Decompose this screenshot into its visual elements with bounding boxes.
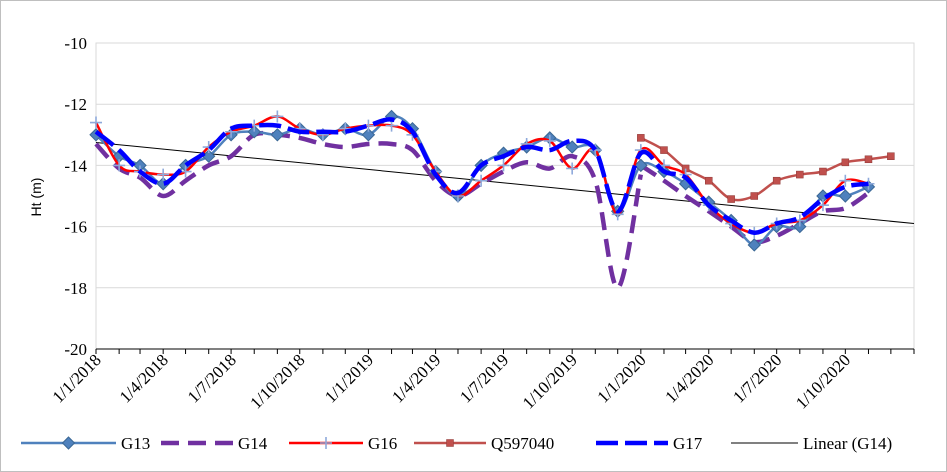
x-tick-label: 1/4/2020 <box>661 350 717 406</box>
x-tick-label: 1/7/2020 <box>729 350 785 406</box>
y-axis-title: Ht (m) <box>28 178 44 217</box>
legend-item-g14: G14 <box>161 434 268 453</box>
q597040-point <box>841 158 850 167</box>
q597040-point <box>660 146 668 154</box>
q597040-point <box>772 176 781 185</box>
legend-label-linear-g14: Linear (G14) <box>803 434 892 453</box>
x-tick-label: 1/10/2018 <box>246 350 308 412</box>
x-tick-label: 1/10/2020 <box>792 350 854 412</box>
q597040-point <box>796 170 804 179</box>
series-g17 <box>94 117 869 235</box>
series-line-g16 <box>94 115 869 234</box>
y-tick-label: -10 <box>64 34 87 53</box>
x-tick-label: 1/1/2019 <box>321 350 377 406</box>
g13-point <box>247 125 261 139</box>
grid-lines <box>96 42 914 350</box>
legend-label-g17: G17 <box>673 434 703 453</box>
series-layer <box>89 109 915 291</box>
q597040-point <box>750 192 759 200</box>
legend: G13 G14 G16 Q597040 G17 Linear (G14) <box>21 434 892 453</box>
g13-point <box>634 158 648 173</box>
g16-point <box>90 116 102 129</box>
x-tick-label: 1/4/2018 <box>116 350 172 406</box>
g16-point <box>271 110 284 123</box>
series-q597040 <box>637 134 895 203</box>
legend-item-g16: G16 <box>289 434 397 453</box>
x-tick-label: 1/1/2020 <box>593 350 649 406</box>
q597040-point <box>819 167 827 176</box>
x-tick-label: 1/7/2019 <box>456 350 512 406</box>
x-tick-label: 1/4/2019 <box>388 350 444 406</box>
plot-area <box>95 42 915 350</box>
x-tick-label: 1/7/2018 <box>184 350 240 406</box>
q597040-point <box>864 155 873 164</box>
g16-point <box>566 162 579 175</box>
q597040-point <box>637 134 645 142</box>
g16-point <box>839 174 852 187</box>
legend-label-g13: G13 <box>121 434 150 453</box>
legend-item-q597040: Q597040 <box>414 434 554 453</box>
legend-g16-point <box>320 437 332 449</box>
series-line-g14 <box>94 130 644 291</box>
series-line-g17 <box>94 117 869 235</box>
g13-point <box>270 128 285 142</box>
q597040-point <box>727 195 735 203</box>
g13-point <box>361 128 376 142</box>
g16-point <box>475 174 488 187</box>
g13-point <box>747 238 761 252</box>
g16-point <box>543 134 556 147</box>
y-tick-label: -18 <box>64 279 87 298</box>
g16-point <box>113 159 126 172</box>
g13-point <box>793 219 807 234</box>
y-tick-label: -16 <box>64 218 87 237</box>
y-tick-label: -14 <box>64 156 87 175</box>
g13-point <box>565 140 579 154</box>
q597040-point <box>705 176 713 185</box>
y-tick-label: -12 <box>64 95 87 114</box>
legend-label-g14: G14 <box>238 434 268 453</box>
series-g16 <box>90 110 875 239</box>
g13-point <box>838 189 853 203</box>
legend-label-q597040: Q597040 <box>491 434 554 453</box>
q597040-point <box>887 152 895 160</box>
g16-point <box>497 159 510 172</box>
legend-q597040-point <box>446 439 454 447</box>
g16-point <box>157 168 170 181</box>
y-tick-label: -20 <box>64 340 87 359</box>
legend-g13-point <box>61 436 76 450</box>
legend-label-g16: G16 <box>368 434 397 453</box>
plot-border <box>95 42 915 350</box>
x-tick-label: 1/10/2019 <box>519 350 581 412</box>
g16-point <box>816 199 829 212</box>
legend-item-g13: G13 <box>21 434 150 453</box>
legend-item-linear-g14: Linear (G14) <box>731 434 892 453</box>
legend-item-g17: G17 <box>596 434 703 453</box>
